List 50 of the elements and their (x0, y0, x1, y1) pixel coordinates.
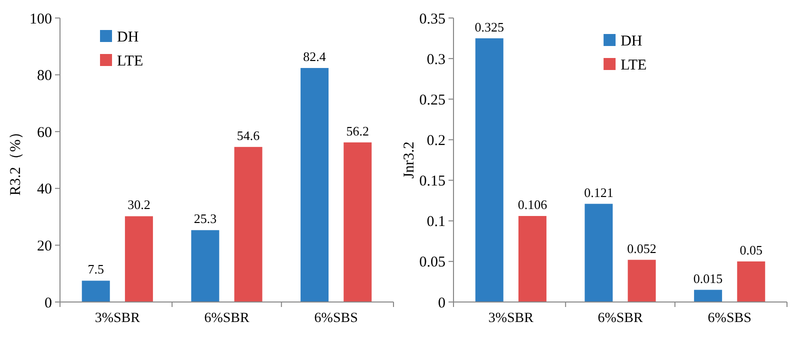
data-label: 82.4 (303, 48, 326, 64)
y-tick-label: 0.15 (419, 174, 446, 190)
bar (344, 142, 372, 302)
bar (518, 216, 546, 302)
data-label: 0.106 (518, 196, 548, 212)
y-tick-label: 40 (37, 182, 52, 198)
y-tick-label: 0.1 (426, 214, 446, 230)
bar (628, 260, 656, 302)
bar (300, 68, 329, 302)
x-tick-label: 3%SBR (94, 311, 141, 326)
y-tick-label: 0.2 (426, 132, 446, 149)
bar (82, 280, 110, 302)
bar (584, 204, 613, 302)
bar (191, 230, 220, 302)
x-tick-label: 3%SBR (488, 311, 534, 326)
y-tick-label: 0.3 (426, 52, 446, 68)
y-tick-label: 60 (37, 124, 52, 141)
data-label: 30.2 (128, 197, 150, 212)
y-tick-label: 80 (37, 68, 52, 84)
y-axis-title: R3.2（%） (8, 124, 24, 196)
y-tick-label: 0.35 (419, 11, 446, 28)
y-tick-label: 0 (44, 295, 52, 312)
data-label: 0.05 (740, 242, 763, 258)
legend-label: DH (620, 33, 642, 50)
y-tick-label: 0.05 (419, 254, 446, 271)
data-label: 0.015 (693, 270, 723, 286)
data-label: 7.5 (88, 262, 104, 277)
data-label: 0.052 (627, 240, 656, 256)
y-tick-label: 0 (438, 295, 446, 312)
bar (737, 261, 766, 302)
y-tick-label: 20 (37, 238, 52, 254)
data-label: 54.6 (236, 128, 260, 143)
data-label: 0.121 (584, 184, 614, 200)
x-tick-label: 6%SBR (598, 311, 644, 326)
bar (694, 290, 722, 302)
bar (124, 216, 153, 302)
data-label: 25.3 (194, 211, 217, 226)
x-tick-label: 6%SBR (204, 311, 250, 326)
y-axis-title: Jnr3.2 (402, 141, 418, 179)
data-label: 56.2 (346, 123, 370, 138)
x-tick-label: 6%SBS (314, 311, 358, 326)
legend-label: LTE (117, 53, 144, 70)
data-label: 0.325 (474, 19, 504, 34)
legend-label: DH (117, 29, 139, 46)
bar (234, 146, 262, 302)
y-tick-label: 100 (30, 11, 52, 28)
y-tick-label: 0.25 (419, 92, 446, 108)
bar (475, 38, 504, 302)
legend-label: LTE (620, 57, 647, 74)
x-tick-label: 6%SBS (708, 311, 752, 326)
